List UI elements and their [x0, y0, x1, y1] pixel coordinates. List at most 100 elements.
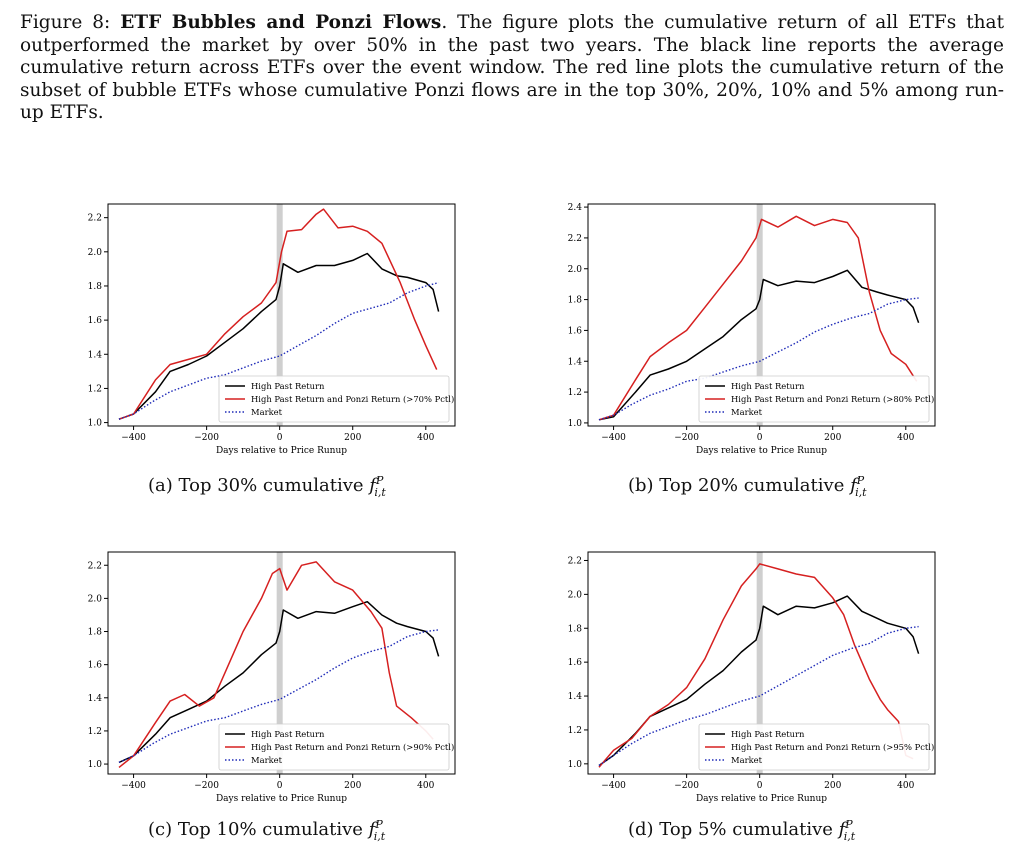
- x-tick-label-b-1: −200: [674, 433, 699, 443]
- y-tick-label-a-0: 1.0: [88, 419, 103, 429]
- x-tick-label-b-4: 400: [897, 433, 914, 443]
- legend-label-c-0: High Past Return: [251, 729, 325, 739]
- x-tick-label-c-3: 200: [344, 781, 361, 791]
- x-tick-label-c-4: 400: [417, 781, 434, 791]
- y-tick-label-a-4: 1.8: [88, 282, 103, 292]
- legend-box-d: [698, 723, 930, 771]
- series-line-c-1: [118, 561, 434, 768]
- legend-box-b: [698, 375, 930, 423]
- axes-frame-a: [107, 203, 456, 427]
- subcaption-d-symbol: f: [838, 819, 846, 840]
- chart-b: −400 −200 0 200 400 1.0 1.2 1.4 1.6 1.8 2.0 2.2 2.4 D…: [568, 203, 936, 456]
- axes-frame-b: [587, 203, 936, 427]
- y-tick-label-b-6: 2.2: [568, 234, 582, 244]
- subcaption-c-symbol: f: [368, 819, 376, 840]
- y-tick-label-b-5: 2.0: [568, 265, 583, 275]
- legend-box-a: [218, 375, 450, 423]
- legend-label-b-1: High Past Return and Ponzi Return (>80% …: [731, 394, 934, 404]
- subcaption-b-sub: i,t: [855, 485, 867, 499]
- y-tick-label-d-2: 1.4: [568, 692, 583, 702]
- y-tick-label-d-4: 1.8: [568, 624, 583, 634]
- runup-band-c: [276, 552, 283, 774]
- legend-label-d-0: High Past Return: [731, 729, 805, 739]
- x-tick-label-c-2: 0: [277, 781, 283, 791]
- panel-d: −400 −200 0 200 400 1.0 1.2 1.4 1.6 1.8 2.0 2.2 Days…: [552, 548, 937, 810]
- figure-label: Figure 8:: [20, 12, 111, 33]
- legend-b: High Past Return High Past Return and Pon…: [698, 375, 934, 423]
- y-tick-label-c-6: 2.2: [88, 561, 102, 571]
- subcaption-d-text: (d) Top 5% cumulative: [628, 819, 833, 840]
- x-tick-label-d-1: −200: [674, 781, 699, 791]
- legend-a: High Past Return High Past Return and Pon…: [218, 375, 454, 423]
- x-tick-label-b-2: 0: [757, 433, 763, 443]
- y-tick-label-b-1: 1.2: [568, 388, 582, 398]
- y-tick-label-d-6: 2.2: [568, 556, 582, 566]
- y-tick-label-c-1: 1.2: [88, 727, 102, 737]
- subcaption-b-symbol: f: [850, 475, 857, 496]
- y-tick-label-a-1: 1.2: [88, 384, 102, 394]
- x-axis-label-d: Days relative to Price Runup: [696, 794, 827, 804]
- y-tick-label-b-0: 1.0: [568, 419, 583, 429]
- series-line-d-1: [598, 563, 914, 768]
- legend-label-a-2: Market: [251, 407, 283, 417]
- x-tick-label-c-0: −400: [121, 781, 146, 791]
- subcaption-c-sup: P: [375, 818, 383, 831]
- x-axis-label-a: Days relative to Price Runup: [216, 446, 347, 456]
- series-line-a-1: [118, 208, 438, 420]
- panel-c: −400 −200 0 200 400 1.0 1.2 1.4 1.6 1.8 2.0 2.2 Days…: [72, 548, 457, 810]
- y-tick-label-b-4: 1.8: [568, 296, 583, 306]
- y-tick-label-c-0: 1.0: [88, 760, 103, 770]
- x-tick-label-d-0: −400: [601, 781, 626, 791]
- legend-d: High Past Return High Past Return and Pon…: [698, 723, 934, 771]
- series-line-c-0: [118, 600, 440, 764]
- y-tick-label-b-2: 1.4: [568, 357, 583, 367]
- subcaption-b-text: (b) Top 20% cumulative: [628, 475, 845, 496]
- runup-band-a: [276, 204, 283, 426]
- x-tick-label-d-2: 0: [757, 781, 763, 791]
- y-tick-label-c-2: 1.4: [88, 694, 103, 704]
- figure-caption-body: . The figure plots the cumulative return…: [20, 12, 1005, 123]
- subcaption-c-text: (c) Top 10% cumulative: [148, 819, 363, 840]
- axes-frame-d: [587, 551, 936, 775]
- x-tick-label-b-3: 200: [824, 433, 841, 443]
- chart-d: −400 −200 0 200 400 1.0 1.2 1.4 1.6 1.8 2.0 2.2 Days…: [568, 551, 936, 804]
- subcaption-b-sup: P: [856, 474, 865, 487]
- x-axis-label-b: Days relative to Price Runup: [696, 446, 827, 456]
- subcaption-a: (a) Top 30% cumulative fPi,t: [148, 474, 386, 499]
- legend-label-d-1: High Past Return and Ponzi Return (>95% …: [731, 742, 934, 752]
- series-line-b-2: [598, 297, 919, 421]
- legend-label-a-0: High Past Return: [251, 381, 325, 391]
- chart-a: −400 −200 0 200 400 1.0 1.2 1.4 1.6 1.8 2.0 2.2 Days…: [88, 203, 456, 456]
- panel-a: −400 −200 0 200 400 1.0 1.2 1.4 1.6 1.8 2.0 2.2 Days…: [72, 200, 457, 462]
- y-tick-label-a-3: 1.6: [88, 316, 103, 326]
- subcaption-d-sup: P: [845, 818, 853, 831]
- legend-c: High Past Return High Past Return and Pon…: [218, 723, 454, 771]
- y-tick-label-b-3: 1.6: [568, 326, 583, 336]
- runup-band-d: [756, 552, 763, 774]
- subcaption-a-sub: i,t: [374, 485, 386, 499]
- legend-label-b-0: High Past Return: [731, 381, 805, 391]
- chart-c: −400 −200 0 200 400 1.0 1.2 1.4 1.6 1.8 2.0 2.2 Days…: [88, 551, 456, 804]
- series-line-b-0: [598, 269, 920, 421]
- axes-frame-c: [107, 551, 456, 775]
- panel-b: −400 −200 0 200 400 1.0 1.2 1.4 1.6 1.8 2.0 2.2 2.4 D…: [552, 200, 937, 462]
- runup-band-b: [756, 204, 763, 426]
- y-tick-label-d-1: 1.2: [568, 726, 582, 736]
- subcaption-a-text: (a) Top 30% cumulative: [148, 475, 364, 496]
- legend-box-c: [218, 723, 450, 771]
- y-tick-label-c-4: 1.8: [88, 628, 103, 638]
- x-tick-label-a-2: 0: [277, 433, 283, 443]
- y-tick-label-c-5: 2.0: [88, 594, 103, 604]
- y-tick-label-c-3: 1.6: [88, 661, 103, 671]
- series-line-d-2: [598, 625, 919, 767]
- legend-label-b-2: Market: [731, 407, 763, 417]
- series-line-a-0: [118, 252, 440, 420]
- x-tick-label-a-0: −400: [121, 433, 146, 443]
- figure-title: ETF Bubbles and Ponzi Flows: [120, 12, 442, 33]
- subcaption-b: (b) Top 20% cumulative fPi,t: [628, 474, 867, 499]
- subcaption-d: (d) Top 5% cumulative fPi,t: [628, 818, 855, 843]
- x-tick-label-a-1: −200: [194, 433, 219, 443]
- x-tick-label-a-3: 200: [344, 433, 361, 443]
- subcaption-a-sup: P: [375, 474, 384, 487]
- figure-caption: Figure 8: ETF Bubbles and Ponzi Flows. T…: [20, 12, 1004, 125]
